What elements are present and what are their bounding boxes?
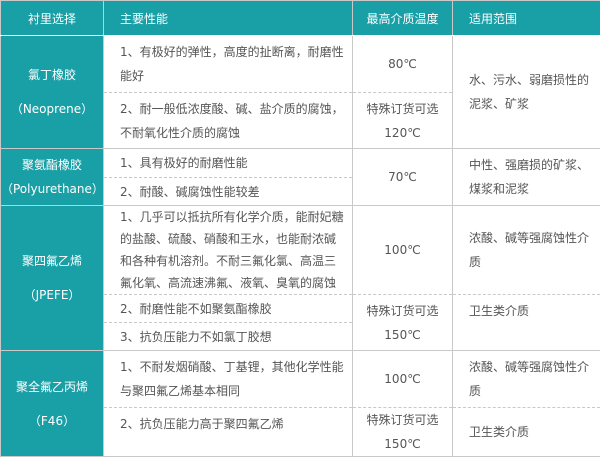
table-row: 聚全氟乙丙烯 （F46） 1、不耐发烟硝酸、丁基锂，其他化学性能与聚四氟乙烯基本… <box>1 351 600 408</box>
table-row: 氯丁橡胶 （Neoprene） 1、有极好的弹性，高度的扯断离，耐磨性能好 80… <box>1 36 600 93</box>
scope: 浓酸、碱等强腐蚀性介质 <box>453 351 600 408</box>
special-temp: 120℃ <box>353 121 452 145</box>
material-name: 聚四氟乙烯 <box>1 249 103 273</box>
table-row: 聚四氟乙烯 （JPEFE） 1、几乎可以抵抗所有化学介质，能耐妃糖的盐酸、硫酸、… <box>1 206 600 295</box>
scope: 中性、强磨损的矿浆、煤浆和泥浆 <box>453 149 600 206</box>
max-temp: 100℃ <box>353 206 453 295</box>
scope: 浓酸、碱等强腐蚀性介质 <box>453 206 600 295</box>
special-temp: 150℃ <box>353 323 452 347</box>
header-max-temp: 最高介质温度 <box>353 1 453 36</box>
max-temp-special: 特殊订货可选 150℃ <box>353 408 453 457</box>
material-ptfe: 聚四氟乙烯 （JPEFE） <box>1 206 104 351</box>
property: 1、具有极好的耐磨性能 <box>104 149 353 178</box>
special-order-label: 特殊订货可选 <box>353 97 452 121</box>
header-properties: 主要性能 <box>104 1 353 36</box>
max-temp-special: 特殊订货可选 150℃ <box>353 295 453 351</box>
material-subname: （Polyurethane） <box>1 177 103 201</box>
material-neoprene: 氯丁橡胶 （Neoprene） <box>1 36 104 149</box>
property: 2、抗负压能力高于聚四氟乙烯 <box>104 408 353 457</box>
scope: 卫生类介质 <box>453 408 600 457</box>
property: 1、不耐发烟硝酸、丁基锂，其他化学性能与聚四氟乙烯基本相同 <box>104 351 353 408</box>
property: 2、耐磨性能不如聚氨酯橡胶 <box>104 295 353 323</box>
scope: 卫生类介质 <box>453 295 600 351</box>
property: 1、有极好的弹性，高度的扯断离，耐磨性能好 <box>104 36 353 93</box>
max-temp-special: 特殊订货可选 120℃ <box>353 93 453 149</box>
property: 3、抗负压能力不如氯丁胶想 <box>104 323 353 351</box>
special-temp: 150℃ <box>353 432 452 456</box>
material-subname: （Neoprene） <box>1 97 103 121</box>
material-f46: 聚全氟乙丙烯 （F46） <box>1 351 104 457</box>
property: 2、耐酸、碱腐蚀性能较差 <box>104 178 353 206</box>
material-subname: （JPEFE） <box>1 283 103 307</box>
max-temp: 80℃ <box>353 36 453 93</box>
table-row: 聚氨酯橡胶 （Polyurethane） 1、具有极好的耐磨性能 70℃ 中性、… <box>1 149 600 178</box>
property: 2、耐一般低浓度酸、碱、盐介质的腐蚀，不耐氧化性介质的腐蚀 <box>104 93 353 149</box>
material-subname: （F46） <box>1 409 103 433</box>
header-lining: 衬里选择 <box>1 1 104 36</box>
material-name: 氯丁橡胶 <box>1 63 103 87</box>
special-order-label: 特殊订货可选 <box>353 408 452 432</box>
scope: 水、污水、弱磨损性的泥浆、矿浆 <box>453 36 600 149</box>
property: 1、几乎可以抵抗所有化学介质，能耐妃糖的盐酸、硫酸、硝酸和王水，也能耐浓碱和各种… <box>104 206 353 295</box>
material-name: 聚氨酯橡胶 <box>1 153 103 177</box>
max-temp: 70℃ <box>353 149 453 206</box>
max-temp: 100℃ <box>353 351 453 408</box>
material-name: 聚全氟乙丙烯 <box>1 375 103 399</box>
special-order-label: 特殊订货可选 <box>353 299 452 323</box>
header-row: 衬里选择 主要性能 最高介质温度 适用范围 <box>1 1 600 36</box>
material-polyurethane: 聚氨酯橡胶 （Polyurethane） <box>1 149 104 206</box>
header-scope: 适用范围 <box>453 1 600 36</box>
